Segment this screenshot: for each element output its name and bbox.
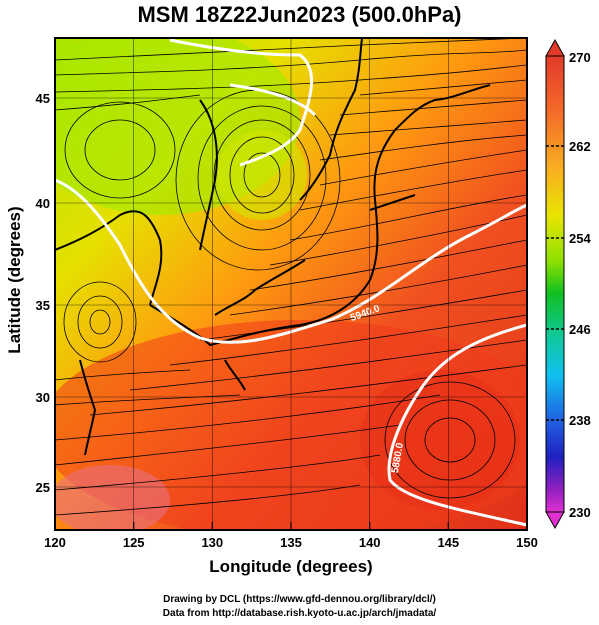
y-tick-30: 30 — [36, 390, 50, 405]
x-axis-ticks — [54, 522, 528, 530]
x-tick-130: 130 — [201, 535, 223, 550]
streamlines — [55, 38, 527, 516]
y-tick-40: 40 — [36, 196, 50, 211]
colorbar-tick-262: 262 — [569, 139, 591, 154]
x-tick-135: 135 — [280, 535, 302, 550]
contour-label-5880: 5880.0 — [390, 442, 406, 474]
colorbar-tick-254: 254 — [569, 231, 591, 246]
y-tick-45: 45 — [36, 91, 50, 106]
colorbar-top-arrow — [545, 38, 565, 57]
height-contours — [55, 38, 527, 527]
data-credit: Data from http://database.rish.kyoto-u.a… — [162, 608, 437, 619]
gridlines — [55, 38, 527, 530]
drawing-credit: Drawing by DCL (https://www.gfd-dennou.o… — [163, 594, 436, 605]
colorbar-tick-270: 270 — [569, 50, 591, 65]
cold-core-center — [217, 130, 307, 220]
colorbar-tick-230: 230 — [569, 505, 591, 520]
y-axis-label: Latitude (degrees) — [5, 206, 24, 354]
y-tick-35: 35 — [36, 298, 50, 313]
x-tick-labels: 120 125 130 135 140 145 150 — [44, 535, 538, 550]
y-tick-25: 25 — [36, 480, 50, 495]
warm-core — [360, 370, 520, 510]
x-tick-125: 125 — [123, 535, 145, 550]
colorbar-tick-246: 246 — [569, 322, 591, 337]
y-tick-labels: 45 40 35 30 25 — [36, 91, 50, 495]
x-tick-140: 140 — [359, 535, 381, 550]
colorbar-bottom-arrow — [545, 511, 565, 530]
hot-spot — [55, 465, 170, 530]
x-tick-145: 145 — [437, 535, 459, 550]
colorbar-tick-labels: 270 262 254 246 238 230 — [569, 50, 591, 520]
x-axis-label: Longitude (degrees) — [209, 557, 373, 576]
colorbar — [545, 38, 565, 530]
low-circulation — [63, 89, 516, 499]
x-tick-150: 150 — [516, 535, 538, 550]
chart-title: MSM 18Z22Jun2023 (500.0hPa) — [137, 2, 462, 27]
colorbar-tick-238: 238 — [569, 413, 591, 428]
x-tick-120: 120 — [44, 535, 66, 550]
